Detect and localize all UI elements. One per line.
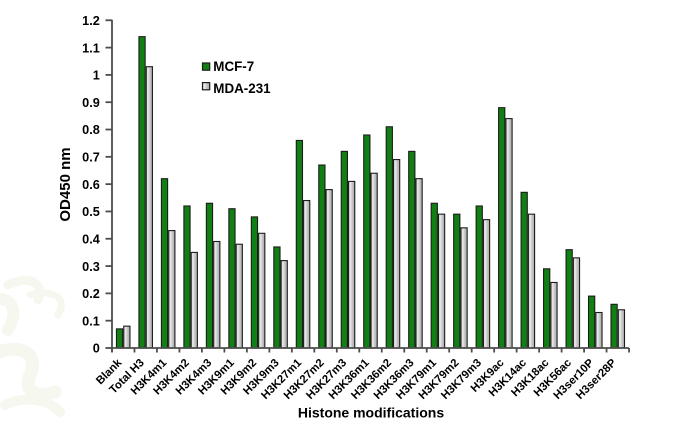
svg-text:0: 0 (93, 342, 100, 356)
svg-text:0.6: 0.6 (82, 178, 100, 192)
svg-text:MDA-231: MDA-231 (213, 81, 271, 96)
svg-text:Histone modifications: Histone modifications (298, 405, 444, 421)
svg-text:OD450 nm: OD450 nm (57, 147, 74, 221)
svg-text:0.4: 0.4 (82, 232, 100, 246)
svg-text:1: 1 (93, 69, 100, 83)
svg-text:0.7: 0.7 (82, 151, 100, 165)
svg-text:0.8: 0.8 (82, 123, 100, 137)
svg-text:0.3: 0.3 (82, 260, 100, 274)
svg-text:0.1: 0.1 (82, 314, 100, 328)
svg-text:0.5: 0.5 (82, 205, 100, 219)
svg-text:MCF-7: MCF-7 (213, 59, 254, 74)
svg-text:0.2: 0.2 (82, 287, 100, 301)
svg-text:1.2: 1.2 (82, 14, 100, 28)
svg-text:0.9: 0.9 (82, 96, 100, 110)
svg-text:1.1: 1.1 (82, 41, 100, 55)
